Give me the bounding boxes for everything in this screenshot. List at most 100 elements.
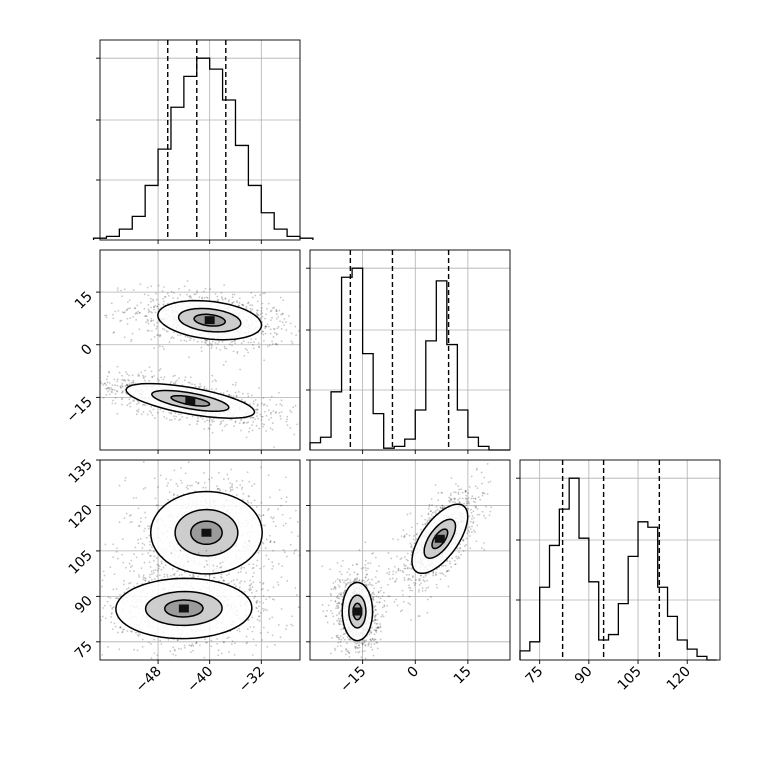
sample-point: [266, 609, 268, 612]
sample-point: [336, 636, 338, 638]
sample-point: [454, 497, 456, 500]
sample-point: [261, 302, 264, 305]
sample-point: [232, 395, 235, 398]
sample-point: [128, 307, 131, 310]
sample-point: [254, 294, 257, 297]
sample-point: [131, 564, 134, 567]
sample-point: [285, 500, 288, 503]
sample-point: [148, 580, 150, 583]
sample-point: [153, 559, 155, 562]
sample-point: [255, 600, 258, 603]
sample-point: [266, 307, 268, 310]
sample-point: [271, 598, 274, 600]
sample-point: [410, 579, 413, 582]
sample-point: [158, 334, 161, 337]
sample-point: [295, 548, 298, 551]
sample-point: [261, 330, 264, 333]
sample-point: [213, 572, 216, 575]
sample-point: [197, 420, 200, 423]
sample-point: [234, 391, 237, 394]
sample-point: [340, 592, 343, 594]
sample-point: [418, 579, 420, 581]
sample-point: [78, 616, 80, 618]
sample-point: [265, 538, 268, 541]
sample-point: [397, 538, 399, 541]
sample-point: [227, 477, 230, 480]
sample-point: [130, 630, 133, 633]
sample-point: [467, 496, 470, 499]
sample-point: [232, 383, 234, 386]
sample-point: [270, 319, 272, 322]
sample-point: [230, 341, 233, 343]
sample-point: [203, 481, 206, 484]
density-peak: [201, 528, 212, 537]
sample-point: [480, 471, 483, 474]
sample-point: [206, 339, 209, 342]
sample-point: [336, 561, 339, 564]
sample-point: [261, 639, 264, 641]
sample-point: [220, 566, 223, 568]
sample-point: [58, 375, 60, 377]
sample-point: [205, 388, 208, 391]
sample-point: [430, 510, 432, 513]
sample-point: [125, 384, 128, 387]
sample-point: [464, 489, 467, 492]
sample-point: [466, 532, 469, 535]
sample-point: [121, 397, 124, 400]
sample-point: [486, 463, 489, 465]
sample-point: [291, 624, 294, 627]
sample-point: [420, 582, 423, 585]
sample-point: [232, 350, 235, 353]
sample-point: [149, 566, 152, 568]
sample-point: [82, 586, 84, 588]
sample-point: [130, 340, 132, 343]
sample-point: [153, 308, 155, 311]
sample-point: [163, 416, 166, 418]
sample-point: [445, 570, 448, 573]
sample-point: [268, 596, 271, 599]
sample-point: [339, 641, 342, 643]
sample-point: [254, 408, 257, 411]
sample-point: [126, 301, 129, 304]
sample-point: [374, 614, 377, 617]
sample-point: [407, 602, 410, 605]
sample-point: [257, 314, 260, 317]
sample-point: [230, 418, 233, 421]
sample-point: [126, 308, 129, 311]
sample-point: [180, 339, 182, 342]
sample-point: [268, 418, 270, 421]
sample-point: [364, 576, 367, 578]
sample-point: [153, 550, 155, 553]
sample-point: [260, 419, 263, 421]
y-tick-label: 15: [72, 289, 96, 313]
sample-point: [151, 311, 153, 314]
sample-point: [216, 642, 219, 645]
sample-point: [170, 419, 173, 421]
sample-point: [122, 561, 125, 564]
sample-point: [245, 635, 248, 638]
sample-point: [276, 343, 278, 346]
sample-point: [221, 340, 224, 343]
sample-point: [153, 375, 156, 377]
sample-point: [442, 564, 445, 567]
sample-point: [151, 375, 154, 378]
sample-point: [240, 567, 242, 570]
sample-point: [307, 571, 309, 573]
sample-point: [408, 578, 411, 580]
sample-point: [264, 325, 266, 328]
sample-point: [205, 296, 208, 299]
sample-point: [54, 615, 56, 617]
sample-point: [262, 602, 265, 604]
sample-point: [269, 332, 272, 335]
sample-point: [111, 402, 114, 405]
sample-point: [176, 639, 179, 641]
sample-point: [262, 397, 265, 400]
sample-point: [271, 422, 274, 424]
sample-point: [143, 576, 146, 579]
sample-point: [129, 521, 132, 524]
sample-point: [242, 422, 245, 425]
sample-point: [128, 398, 131, 401]
sample-point: [394, 580, 397, 583]
sample-point: [277, 391, 280, 394]
sample-point: [430, 498, 433, 500]
